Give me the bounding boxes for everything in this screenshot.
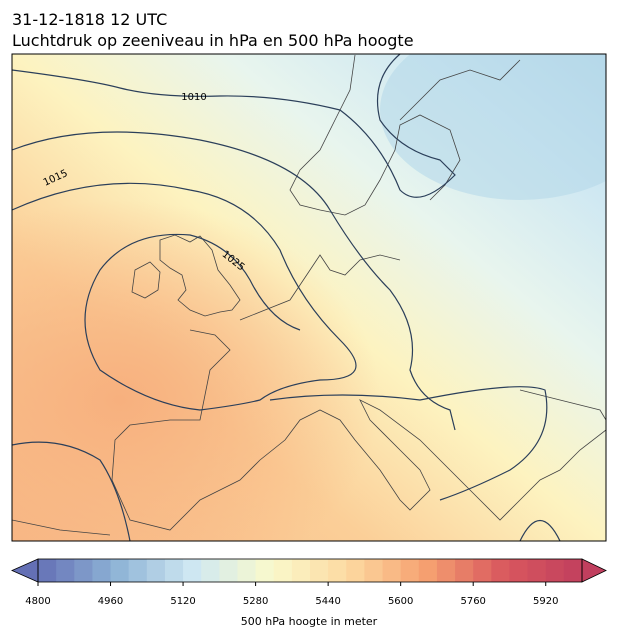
colorbar-tick-label: 4800 (25, 596, 50, 607)
colorbar-segment (455, 559, 474, 582)
height-field (12, 200, 380, 541)
map: 1010 1015 1025 (12, 54, 606, 541)
colorbar-segment (201, 559, 220, 582)
colorbar-segment (255, 559, 275, 582)
colorbar-label: 500 hPa hoogte in meter (241, 615, 378, 628)
contour-label: 1010 (181, 92, 206, 103)
colorbar-segment (146, 559, 166, 582)
colorbar-tick-label: 5120 (170, 596, 195, 607)
colorbar-segment (545, 559, 565, 582)
colorbar-segment (273, 559, 293, 582)
colorbar-segment (291, 559, 311, 582)
colorbar-tick-label: 4960 (98, 596, 123, 607)
colorbar-segment (364, 559, 384, 582)
colorbar-extend-high (581, 558, 607, 583)
colorbar-segment (382, 559, 402, 582)
colorbar-segment (56, 559, 75, 582)
colorbar-segment (183, 559, 202, 582)
isobars (12, 54, 561, 541)
colorbar-segment (509, 559, 529, 582)
colorbar-segment (436, 559, 456, 582)
colorbar-tick-label: 5760 (460, 596, 485, 607)
colorbar-segment (328, 559, 347, 582)
colorbar-segment (110, 559, 130, 582)
map-title: Luchtdruk op zeeniveau in hPa en 500 hPa… (12, 31, 414, 50)
colorbar-segment (400, 559, 420, 582)
map-date: 31-12-1818 12 UTC (12, 10, 167, 29)
colorbar-segment (310, 559, 329, 582)
map-frame (11, 53, 607, 542)
colorbar-segment (92, 559, 112, 582)
colorbar-frame (37, 558, 583, 583)
colorbar-segment (527, 559, 547, 582)
colorbar-segment (164, 559, 184, 582)
colorbar-segment (491, 559, 510, 582)
colorbar-segment (346, 559, 365, 582)
colorbar-tick-label: 5440 (315, 596, 340, 607)
colorbar: 4800 4960 5120 5280 5440 5600 5760 5920 (11, 558, 607, 607)
colorbar-extend-low (11, 558, 39, 583)
colorbar-tick-label: 5600 (388, 596, 413, 607)
colorbar-tick-label: 5920 (533, 596, 558, 607)
height-field (380, 54, 606, 200)
colorbar-segment (38, 559, 57, 582)
colorbar-tick-label: 5280 (243, 596, 268, 607)
coastlines (12, 54, 606, 536)
colorbar-segment (128, 559, 148, 582)
colorbar-segment (418, 559, 438, 582)
colorbar-segment (219, 559, 238, 582)
colorbar-segment (473, 559, 492, 582)
colorbar-segment (74, 559, 93, 582)
colorbar-segment (237, 559, 257, 582)
colorbar-segment (563, 559, 583, 582)
